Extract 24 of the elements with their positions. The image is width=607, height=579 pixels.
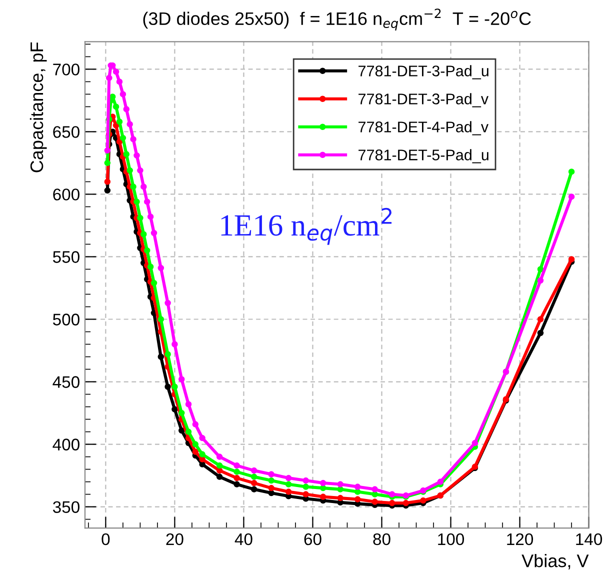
y-axis-title: Capacitance, pF xyxy=(30,42,47,172)
x-tick-label: 20 xyxy=(166,533,184,546)
legend-label: 7781-DET-5-Pad_u xyxy=(358,149,488,164)
legend-label: 7781-DET-3-Pad_u xyxy=(358,65,488,80)
y-tick-label: 550 xyxy=(52,251,80,263)
y-tick-label: 700 xyxy=(53,64,80,76)
y-tick-label: 650 xyxy=(53,126,80,138)
x-tick-label: 100 xyxy=(438,533,464,546)
x-tick-label: 60 xyxy=(304,533,322,546)
legend-label: 7781-DET-3-Pad_v xyxy=(358,93,488,108)
x-axis-title: Vbias, V xyxy=(522,554,589,570)
legend-label: 7781-DET-4-Pad_v xyxy=(358,121,488,136)
x-tick-label: 80 xyxy=(373,533,390,546)
y-tick-label: 450 xyxy=(52,376,80,388)
x-tick-label: 120 xyxy=(507,533,534,546)
y-tick-label: 500 xyxy=(52,314,80,326)
y-tick-label: 400 xyxy=(52,438,80,450)
x-tick-label: 40 xyxy=(234,533,252,546)
y-tick-label: 600 xyxy=(53,188,80,200)
x-tick-label: 0 xyxy=(102,533,110,546)
y-tick-label: 350 xyxy=(52,501,80,513)
chart-title: (3D diodes 25x50) f = 1E16 n$_{eq}$cm$^{−2}$ T = -20$^{o}$C xyxy=(143,8,531,30)
x-tick-label: 140 xyxy=(576,533,602,546)
annotation: 1E16 n$_{eq}$/cm$^{2}$ xyxy=(221,208,392,245)
